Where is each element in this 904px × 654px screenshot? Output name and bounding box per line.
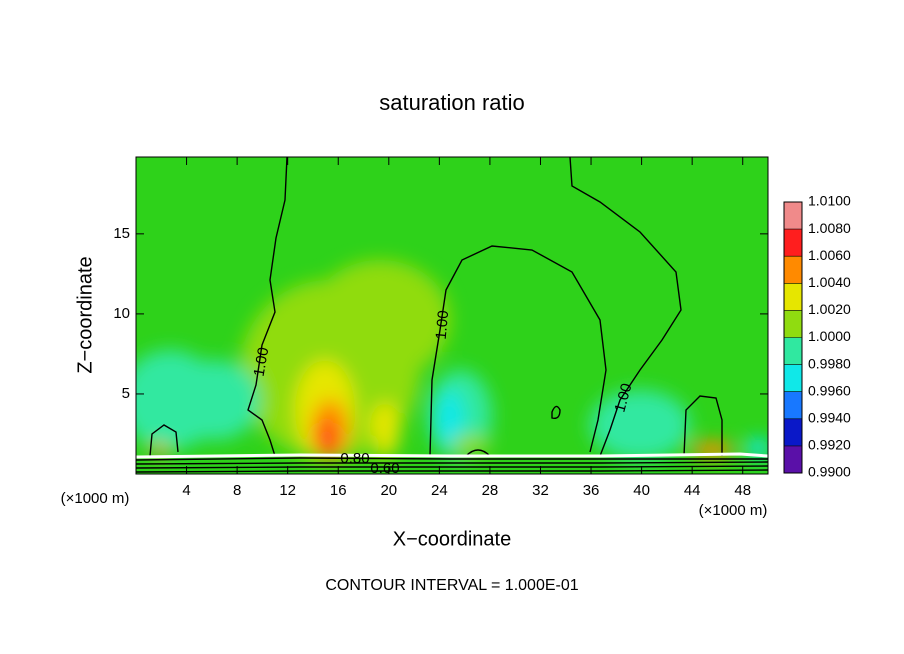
colorbar-swatch — [784, 256, 802, 284]
contour-label: 0.60 — [370, 460, 399, 477]
contour-line — [465, 449, 491, 457]
x-tick-label: 16 — [330, 482, 347, 499]
colorbar-label: 1.0060 — [808, 247, 851, 263]
x-tick-label: 20 — [380, 482, 397, 499]
field-region — [590, 390, 690, 460]
y-tick-label: 5 — [122, 385, 130, 402]
colorbar-swatch — [784, 202, 802, 230]
x-tick-label: 28 — [482, 482, 499, 499]
field — [136, 157, 768, 474]
terrain-edge — [136, 452, 768, 459]
colorbar-swatch — [784, 418, 802, 446]
field-region — [746, 438, 768, 458]
contour-line — [551, 405, 561, 420]
x-tick-label: 40 — [633, 482, 650, 499]
x-tick-label: 24 — [431, 482, 448, 499]
contour-line — [136, 461, 768, 465]
colorbar-label: 1.0020 — [808, 301, 851, 317]
contour-label: 0.80 — [340, 450, 369, 467]
contour-line — [247, 157, 288, 457]
contour-label: 1.00 — [433, 310, 452, 341]
contour-line — [683, 395, 723, 457]
y-tick-label: 10 — [113, 305, 130, 322]
contour-line — [429, 245, 607, 457]
colorbar-label: 0.9980 — [808, 355, 851, 371]
plot-frame — [135, 156, 769, 475]
contour-label: 1.00 — [611, 382, 635, 415]
colorbar-label: 0.9940 — [808, 410, 851, 426]
contour-line — [569, 157, 682, 457]
x-unit: (×1000 m) — [699, 502, 768, 519]
colorbar-label: 0.9960 — [808, 382, 851, 398]
colorbar-swatch — [784, 445, 802, 473]
colorbar-swatch — [784, 283, 802, 311]
x-axis-label: X−coordinate — [393, 528, 511, 550]
colorbar-label: 1.0100 — [808, 193, 851, 209]
field-blobs — [136, 260, 768, 460]
footer: CONTOUR INTERVAL = 1.000E-01 — [325, 577, 578, 594]
contour-lines — [136, 157, 768, 473]
field-region — [310, 260, 450, 380]
x-unit: (×1000 m) — [61, 490, 130, 507]
colorbar-label: 1.0000 — [808, 328, 851, 344]
colorbar-frame — [783, 201, 803, 474]
colorbar-swatch — [784, 364, 802, 392]
y-axis-label: Z−coordinate — [74, 256, 96, 373]
x-tick-label: 4 — [182, 482, 190, 499]
field-region — [318, 422, 334, 454]
field-region — [152, 444, 168, 456]
colorbar-label: 1.0040 — [808, 274, 851, 290]
field-region — [436, 390, 464, 450]
chart-title: saturation ratio — [379, 90, 525, 115]
x-tick-label: 12 — [279, 482, 296, 499]
contour-label: 1.00 — [251, 346, 273, 378]
field-region — [170, 360, 260, 440]
colorbar-label: 0.9920 — [808, 437, 851, 453]
x-tick-label: 36 — [583, 482, 600, 499]
contour-line — [136, 465, 768, 469]
contour-line — [136, 469, 768, 473]
colorbar-swatch — [784, 310, 802, 338]
y-tick-label: 15 — [113, 225, 130, 242]
contour-line — [149, 424, 179, 457]
colorbar-label: 0.9900 — [808, 464, 851, 480]
x-tick-label: 8 — [233, 482, 241, 499]
colorbar-swatch — [784, 337, 802, 365]
colorbar-swatch — [784, 391, 802, 419]
x-tick-label: 44 — [684, 482, 701, 499]
colorbar-swatch — [784, 229, 802, 257]
contour-line — [136, 457, 768, 461]
field-region — [364, 435, 380, 455]
colorbar: 0.9900 0.9920 0.9940 0.9960 0.9980 1.0000 1.00… — [783, 193, 851, 480]
colorbar-label: 1.0080 — [808, 220, 851, 236]
x-tick-label: 32 — [532, 482, 549, 499]
x-tick-label: 48 — [734, 482, 751, 499]
